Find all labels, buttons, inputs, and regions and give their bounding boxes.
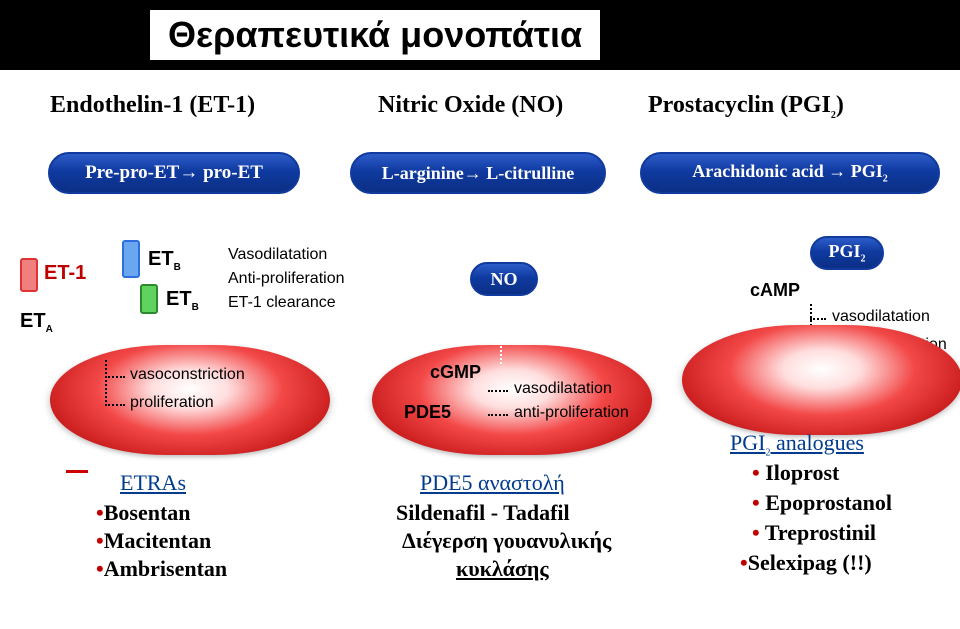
dot-left-h2	[105, 404, 125, 406]
mid-head: PDE5 αναστολή	[420, 470, 565, 496]
right-va: vasodilatation	[832, 308, 930, 326]
cell-left-b: proliferation	[130, 394, 214, 412]
etb-prop-c: ET-1 clearance	[228, 294, 336, 312]
sub2-a: 2	[831, 110, 836, 121]
slide-title: Θεραπευτικά μονοπάτια	[150, 10, 600, 60]
cgmp-label: cGMP	[430, 362, 481, 383]
etb-prop-b: Anti-proliferation	[228, 270, 345, 288]
pgi2-tag-txt: PGI2	[828, 241, 865, 265]
dot-mid-v	[500, 298, 502, 364]
mid-l3: κυκλάσης	[456, 556, 549, 582]
dot-left-v	[105, 360, 107, 406]
drugs-left-2: •Macitentan	[96, 528, 211, 554]
drugs-left-head: ETRAs	[120, 470, 186, 496]
right-d4: •Selexipag (!!)	[740, 550, 872, 576]
no-tag-txt: NO	[491, 269, 518, 290]
etb-green-label: ETB	[166, 288, 199, 313]
dot-mid-h2	[488, 414, 508, 416]
et1-label: ET-1	[44, 262, 86, 285]
mid-ap: anti-proliferation	[514, 404, 629, 422]
eta-label: ETA	[20, 310, 53, 335]
mid-l1: Sildenafil - Tadafil	[396, 500, 570, 526]
right-head: PGI2 analogues	[730, 430, 864, 458]
pde5-label: PDE5	[404, 402, 451, 423]
mid-va: vasodilatation	[514, 380, 612, 398]
pgi2-tag: PGI2	[810, 236, 884, 270]
right-d2: • Epoprostanol	[752, 490, 892, 516]
cell-right	[682, 325, 960, 435]
pill-no: L-arginine→ L-citrulline	[350, 152, 606, 194]
etb-blue-box	[122, 240, 140, 278]
et1-box	[20, 258, 38, 292]
dot-right-h1	[810, 318, 826, 320]
right-d3: • Treprostinil	[752, 520, 876, 546]
dot-left-h1	[105, 376, 125, 378]
cell-mid	[372, 345, 652, 455]
right-d1: • Iloprost	[752, 460, 839, 486]
drugs-left-3: •Ambrisentan	[96, 556, 227, 582]
pill-pgi-txt: Arachidonic acid → PGI2	[692, 161, 888, 185]
dot-mid-h1	[488, 390, 508, 392]
drugs-left-1: •Bosentan	[96, 500, 191, 526]
cell-left-a: vasoconstriction	[130, 366, 245, 384]
no-tag: NO	[470, 262, 538, 296]
camp-label: cAMP	[750, 280, 800, 301]
etb-prop-a: Vasodilatation	[228, 246, 327, 264]
pill-et: Pre-pro-ET→ pro-ET	[48, 152, 300, 194]
colhdr-et1: Endothelin-1 (ET-1)	[50, 92, 255, 119]
etb-green-box	[140, 284, 158, 314]
colhdr-pgi-txt: Prostacyclin (PGI	[648, 92, 831, 118]
pill-et-txt: Pre-pro-ET→ pro-ET	[85, 162, 263, 184]
etb-blue-label: ETB	[148, 248, 181, 273]
drug-bar-left	[66, 470, 88, 473]
colhdr-no: Nitric Oxide (NO)	[378, 92, 563, 119]
colhdr-pgi: Prostacyclin (PGI2)	[648, 92, 844, 121]
mid-l2: Διέγερση γουανυλικής	[402, 528, 611, 554]
pill-pgi: Arachidonic acid → PGI2	[640, 152, 940, 194]
pill-no-txt: L-arginine→ L-citrulline	[382, 163, 575, 184]
